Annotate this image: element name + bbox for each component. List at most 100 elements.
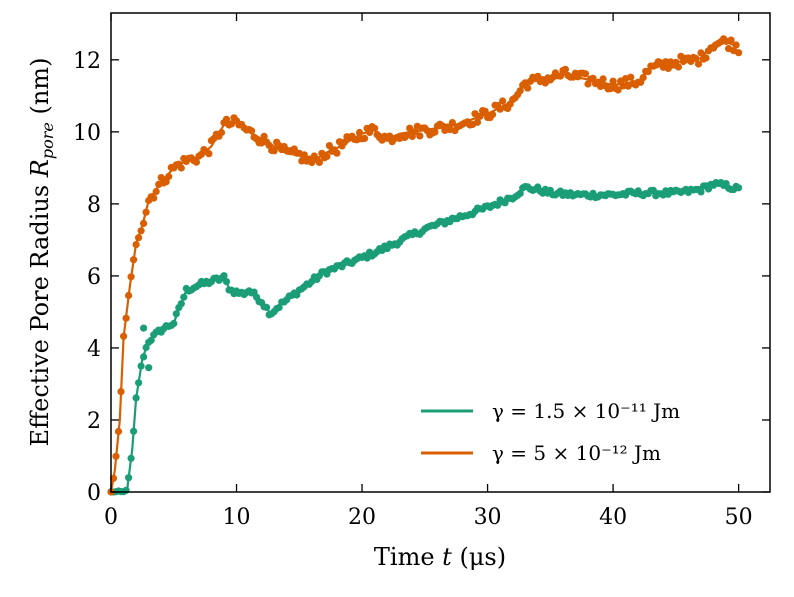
data-point-series-2 [142, 208, 150, 216]
x-tick-label: 0 [104, 505, 118, 530]
data-point-series-2 [137, 227, 145, 235]
data-point-series-2 [150, 194, 158, 202]
ylabel-tspan-sub: pore [38, 122, 57, 159]
ylabel-tspan-rest: (nm) [26, 58, 54, 123]
data-point-series-2 [192, 158, 200, 166]
data-point-series-2 [248, 127, 256, 135]
data-point-series-1 [275, 303, 283, 312]
data-point-series-2 [355, 128, 364, 137]
data-point-series-2 [609, 77, 617, 85]
data-point-series-2 [130, 256, 138, 264]
data-point-series-2 [694, 60, 703, 68]
x-tick-label: 20 [348, 505, 376, 530]
data-point-series-2 [581, 70, 590, 78]
data-point-series-2 [366, 128, 374, 137]
data-point-series-1 [140, 353, 148, 361]
data-point-series-2 [152, 187, 160, 196]
data-point-series-2 [117, 388, 125, 396]
data-point-series-1 [137, 362, 145, 370]
x-tick-label: 30 [474, 505, 502, 530]
data-point-series-1 [130, 427, 138, 435]
data-point-series-1 [516, 189, 524, 197]
data-point-series-2 [361, 134, 369, 142]
legend: γ = 1.5 × 10⁻¹¹ Jm γ = 5 × 10⁻¹² Jm [421, 399, 680, 465]
data-point-series-1 [697, 188, 705, 196]
data-point-series-2 [702, 54, 710, 62]
data-point-series-2 [222, 115, 231, 123]
data-point-series-1 [222, 278, 231, 286]
data-point-series-2 [619, 82, 627, 90]
ylabel-tspan-var: R [26, 159, 54, 178]
data-point-series-2 [448, 119, 456, 127]
y-tick-label: 6 [87, 265, 101, 290]
data-point-series-1 [177, 300, 185, 308]
plot-frame [110, 12, 771, 493]
data-point-series-2 [607, 85, 615, 93]
data-point-series-2 [476, 112, 484, 120]
data-point-series-1 [735, 184, 743, 192]
data-point-series-2 [614, 86, 622, 94]
y-tick-label: 12 [73, 49, 101, 74]
x-tick-label: 10 [223, 505, 251, 530]
y-tick-label: 2 [87, 409, 101, 434]
data-point-series-2 [561, 65, 570, 73]
data-point-series-2 [599, 75, 607, 83]
data-point-series-2 [499, 97, 507, 105]
x-axis-title: Time t (μs) [374, 543, 506, 571]
data-point-series-1 [180, 293, 188, 301]
data-point-series-2 [112, 452, 120, 460]
data-point-series-1 [147, 336, 155, 344]
data-point-series-2 [674, 63, 683, 71]
data-point-series-1 [170, 319, 178, 328]
xlabel-tspan-var: t [442, 543, 452, 571]
data-point-series-2 [431, 128, 439, 136]
data-point-series-2 [340, 138, 349, 146]
data-point-series-2 [639, 74, 647, 82]
x-tick-label: 50 [725, 505, 753, 530]
data-point-series-2 [260, 132, 268, 140]
data-point-series-2 [333, 149, 341, 157]
data-point-series-2 [127, 273, 135, 281]
data-point-series-1 [145, 364, 153, 372]
data-point-series-2 [416, 132, 424, 140]
data-point-series-2 [122, 314, 130, 322]
data-point-series-1 [140, 324, 148, 332]
data-point-series-2 [315, 158, 323, 166]
data-point-series-2 [323, 152, 331, 160]
data-point-series-2 [132, 241, 140, 249]
data-point-series-1 [132, 394, 140, 402]
data-point-series-2 [177, 164, 185, 172]
data-point-series-1 [263, 303, 271, 311]
data-point-series-2 [125, 291, 133, 300]
data-point-series-2 [627, 73, 635, 81]
data-point-series-2 [205, 150, 213, 158]
data-point-series-2 [516, 87, 524, 95]
data-point-series-2 [735, 49, 743, 57]
data-point-series-1 [125, 474, 133, 482]
y-axis-title-text: Effective Pore Radius Rpore (nm) [26, 58, 57, 447]
y-tick-label: 0 [87, 481, 101, 506]
data-point-series-2 [114, 427, 123, 436]
data-point-series-2 [524, 84, 532, 92]
axis-ticks: 0 10 20 30 40 50 0 2 4 6 8 10 12 [73, 13, 770, 530]
data-point-series-2 [217, 128, 226, 137]
data-point-series-2 [371, 124, 379, 132]
plot-area [107, 35, 743, 496]
data-point-series-2 [473, 118, 482, 126]
data-point-series-1 [220, 272, 228, 280]
data-point-series-2 [270, 147, 278, 155]
data-point-series-2 [732, 41, 740, 49]
data-point-series-1 [172, 310, 180, 318]
data-point-series-2 [406, 124, 414, 132]
data-point-series-2 [135, 234, 143, 242]
legend-label-series-2: γ = 5 × 10⁻¹² Jm [492, 441, 661, 465]
data-point-series-2 [325, 142, 333, 150]
y-tick-label: 4 [87, 337, 101, 362]
data-point-series-2 [481, 107, 489, 115]
data-point-series-2 [697, 49, 705, 57]
y-tick-label: 8 [87, 193, 101, 218]
data-point-series-2 [727, 36, 735, 44]
data-point-series-1 [122, 486, 130, 494]
data-point-series-1 [127, 454, 135, 462]
